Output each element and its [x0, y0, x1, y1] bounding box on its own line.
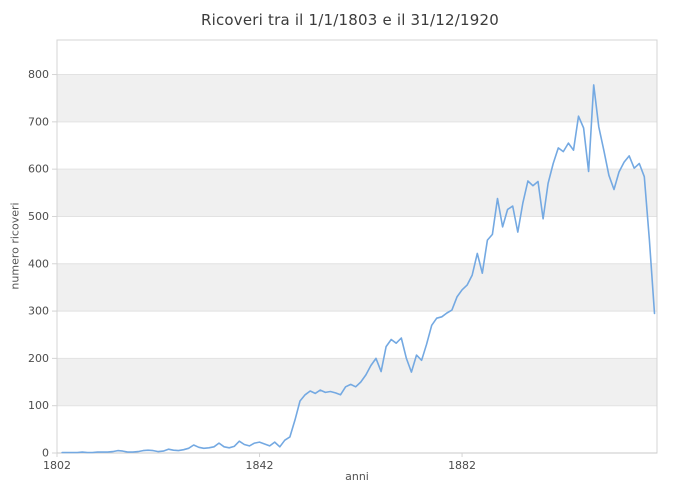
background-band: [57, 358, 657, 406]
y-tick-label: 200: [28, 352, 49, 365]
chart-title: Ricoveri tra il 1/1/1803 e il 31/12/1920: [200, 11, 500, 29]
y-tick-label: 700: [28, 115, 49, 128]
y-tick-label: 0: [42, 447, 49, 460]
background-band: [57, 169, 657, 217]
background-band: [57, 263, 657, 312]
x-tick-label: 1802: [43, 459, 71, 472]
x-tick-label: 1882: [448, 459, 476, 472]
background-band: [57, 74, 657, 122]
y-tick-label: 600: [28, 163, 49, 176]
y-tick-label: 800: [28, 68, 49, 81]
series-line: [61, 84, 656, 454]
x-axis-label: anni: [345, 470, 369, 483]
y-tick-label: 100: [28, 399, 49, 412]
y-tick-label: 300: [28, 305, 49, 318]
y-tick-label: 500: [28, 210, 49, 223]
y-tick-label: 400: [28, 257, 49, 270]
x-tick-label: 1842: [246, 459, 274, 472]
